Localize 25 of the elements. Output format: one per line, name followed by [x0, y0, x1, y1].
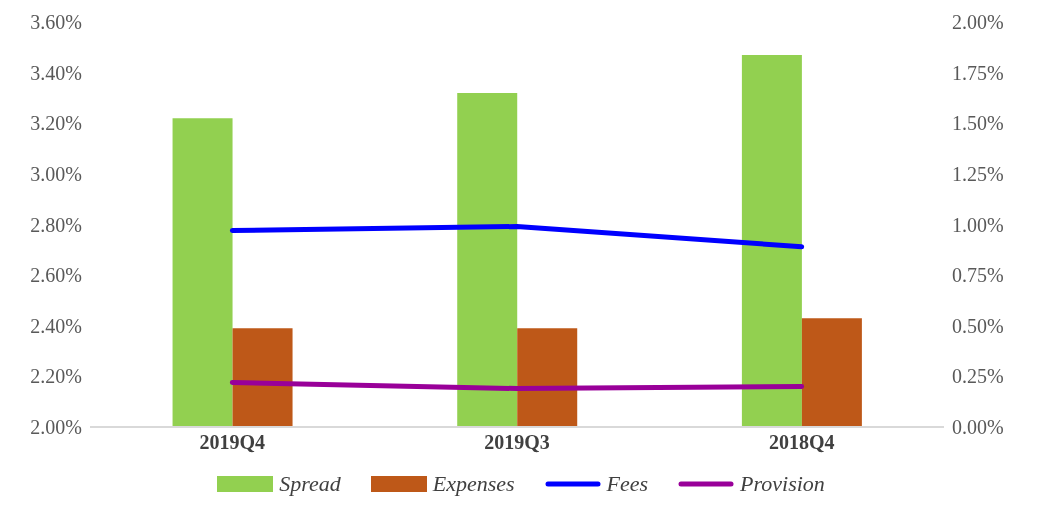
- y2-tick-label: 0.75%: [952, 264, 1004, 287]
- y2-tick-label: 2.00%: [952, 11, 1004, 34]
- y-tick-label: 2.40%: [30, 314, 82, 337]
- y2-tick-label: 1.75%: [952, 61, 1004, 84]
- y-tick-label: 2.80%: [30, 213, 82, 236]
- y2-tick-label: 0.00%: [952, 416, 1004, 439]
- y-tick-label: 3.40%: [30, 61, 82, 84]
- y-tick-label: 3.20%: [30, 112, 82, 135]
- y2-tick-label: 1.00%: [952, 213, 1004, 236]
- y2-tick-label: 0.50%: [952, 314, 1004, 337]
- y-tick-label: 3.00%: [30, 162, 82, 185]
- y-tick-label: 2.60%: [30, 264, 82, 287]
- legend-label: Expenses: [432, 471, 515, 497]
- y2-tick-label: 1.50%: [952, 112, 1004, 135]
- y2-tick-label: 0.25%: [952, 365, 1004, 388]
- legend-label: Provision: [740, 471, 825, 497]
- y-tick-label: 2.20%: [30, 365, 82, 388]
- y-tick-label: 2.00%: [30, 416, 82, 439]
- legend-label: Fees: [606, 471, 649, 497]
- x-tick-label: 2019Q3: [484, 431, 550, 454]
- x-tick-label: 2018Q4: [768, 431, 835, 454]
- legend-label: Spread: [279, 471, 341, 497]
- y-tick-label: 3.60%: [30, 11, 82, 34]
- y2-tick-label: 1.25%: [952, 162, 1004, 185]
- x-tick-label: 2019Q4: [199, 431, 266, 454]
